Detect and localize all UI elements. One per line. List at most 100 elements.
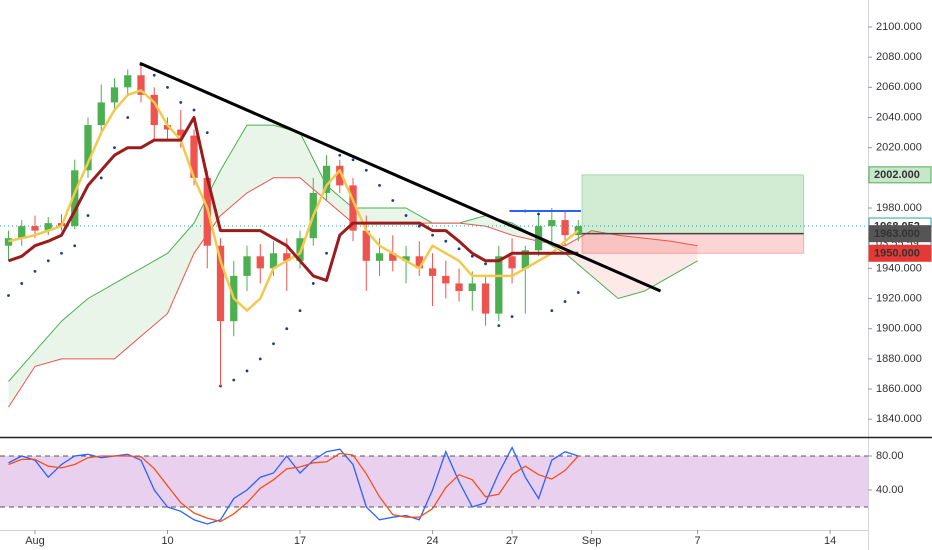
sar-dot <box>258 357 262 361</box>
candle-body <box>442 275 450 284</box>
trendline <box>139 61 662 293</box>
candle-body <box>322 165 331 193</box>
sar-dot <box>298 309 302 312</box>
indicator-line <box>8 116 579 282</box>
x-tick-label: Aug <box>25 535 45 547</box>
candle-body <box>375 253 384 261</box>
candle-body <box>110 87 119 103</box>
cloud-fill <box>167 223 194 314</box>
candle-body <box>216 245 225 322</box>
candle-body <box>84 125 92 171</box>
cloud-fill <box>671 241 698 276</box>
candle-body <box>455 283 463 291</box>
y-tick-label: 2100.000 <box>876 21 922 33</box>
stoch-line <box>8 446 579 525</box>
sar-dot <box>46 259 50 263</box>
candle-body <box>481 283 490 314</box>
candle-body <box>44 223 52 231</box>
sar-dot <box>576 291 580 294</box>
overbought-band <box>0 455 868 508</box>
sar-dot <box>484 262 487 266</box>
sar-dot <box>179 101 183 104</box>
cloud-fill <box>353 208 380 224</box>
stop-tag-bg <box>868 244 932 262</box>
sar-dot <box>537 212 540 216</box>
candle-body <box>256 256 264 269</box>
sar-dot <box>510 315 514 319</box>
sar-dot <box>7 294 10 297</box>
y-tick-label: 1840.000 <box>876 413 922 425</box>
sar-dot <box>457 247 461 251</box>
stoch-line <box>8 452 579 523</box>
candle-body <box>18 226 26 239</box>
candle-body <box>508 256 516 269</box>
sar-dot <box>272 342 275 346</box>
x-tick-label: 17 <box>294 535 306 547</box>
candle-body <box>163 125 172 130</box>
x-tick-label: Sep <box>582 535 602 547</box>
candle-body <box>402 256 410 261</box>
target-tag: 2002.000 <box>874 169 920 181</box>
sar-dot <box>192 108 196 112</box>
candle-body <box>389 253 397 261</box>
candle-body <box>269 253 278 269</box>
cloud-fill <box>485 215 513 236</box>
profit-zone <box>581 174 805 235</box>
y-tick-label: 1920.000 <box>876 292 922 304</box>
candle-body <box>243 256 251 276</box>
cloud-fill <box>114 268 141 359</box>
candle-body <box>362 230 370 261</box>
sar-dot <box>404 214 408 217</box>
candle-body <box>561 220 569 236</box>
candle-body <box>97 102 105 126</box>
sar-dot <box>563 300 567 303</box>
y-tick-label: 1980.000 <box>876 202 922 214</box>
sar-dot <box>33 269 37 273</box>
y-tick-label: 2040.000 <box>876 111 922 123</box>
sar-dot <box>338 153 342 157</box>
sar-dot <box>152 73 156 77</box>
y-tick-label: 2020.000 <box>876 142 922 154</box>
y-tick-label: 2080.000 <box>876 51 922 63</box>
cloud-fill <box>35 321 62 367</box>
candle-body <box>415 256 423 269</box>
sar-dot <box>417 224 421 228</box>
cloud-fill <box>141 253 168 337</box>
sar-dot <box>470 254 474 258</box>
y-tick-label: 1940.000 <box>876 262 922 274</box>
x-tick-label: 7 <box>695 535 701 547</box>
sar-dot <box>311 282 315 285</box>
candle-body <box>71 170 79 227</box>
candle-body <box>349 185 357 231</box>
sar-dot <box>232 378 236 382</box>
sar-dot <box>378 183 381 187</box>
loss-zone <box>581 233 805 254</box>
y-tick-label: 1900.000 <box>876 323 922 335</box>
candle-body <box>521 250 529 269</box>
cloud-fill <box>88 283 115 359</box>
candle-body <box>428 268 437 276</box>
sar-dot <box>325 251 328 255</box>
y-tick-label: 40.00 <box>876 484 904 496</box>
y-tick-label: 80.00 <box>876 450 904 462</box>
candle-body <box>124 75 132 88</box>
x-tick-label: 27 <box>506 535 518 547</box>
cloud-fill <box>644 238 672 291</box>
cloud-fill <box>247 125 274 193</box>
sar-dot <box>245 369 249 373</box>
cloud-fill <box>8 351 35 408</box>
y-tick-label: 2060.000 <box>876 81 922 93</box>
candle-body <box>548 220 556 227</box>
stop-tag: 1950.000 <box>874 248 920 260</box>
sar-dot <box>86 214 90 217</box>
sar-dot <box>166 85 169 89</box>
sar-dot <box>497 324 501 328</box>
target-tag-bg <box>868 166 932 184</box>
candle-body <box>495 256 503 314</box>
sar-dot <box>550 309 554 312</box>
y-tick-label: 1860.000 <box>876 383 922 395</box>
indicator-line <box>8 89 580 312</box>
y-tick-label: 1880.000 <box>876 353 922 365</box>
